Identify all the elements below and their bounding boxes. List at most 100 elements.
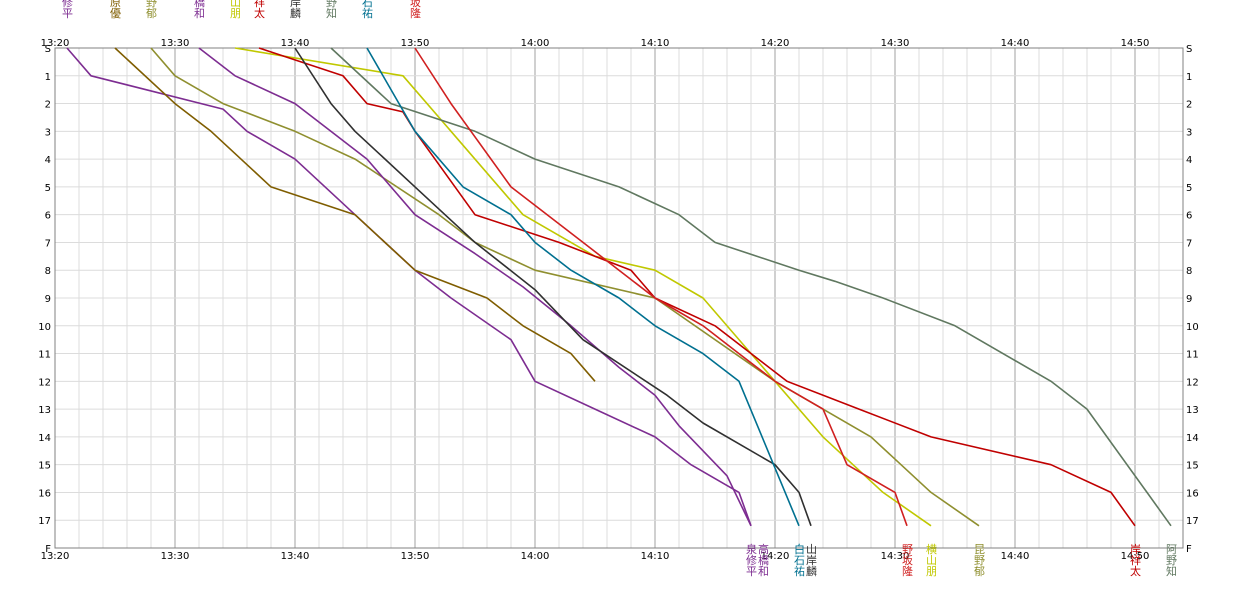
x-tick-label-bottom: 14:20: [761, 551, 790, 562]
y-tick-label-right: S: [1186, 44, 1192, 55]
series-name-label-bottom-4: 横山朋: [925, 542, 938, 576]
svg-text:岸祥太: 岸祥太: [1129, 543, 1142, 577]
y-tick-label-left: 12: [38, 377, 51, 388]
y-tick-label-right: 17: [1186, 516, 1199, 527]
x-tick-label-bottom: 14:40: [1001, 551, 1030, 562]
y-tick-label-right: 7: [1186, 238, 1192, 249]
y-tick-label-right: 14: [1186, 433, 1199, 444]
series-name-label-bottom-9: 野坂隆: [901, 543, 914, 576]
chart-grid: [54, 47, 1184, 549]
y-tick-label-left: 6: [45, 211, 51, 222]
x-tick-label-top: 13:20: [41, 38, 70, 49]
y-tick-label-left: S: [45, 44, 51, 55]
series-name-label-top-9: 野坂隆: [409, 0, 422, 19]
svg-text:昆野郁: 昆野郁: [973, 543, 986, 576]
svg-text:高橋和: 高橋和: [193, 0, 206, 19]
series-line-0: [66, 47, 752, 527]
svg-text:昆野郁: 昆野郁: [145, 0, 158, 19]
plot-frame: [54, 47, 1184, 549]
series-name-label-top-5: 岸祥太: [253, 0, 266, 19]
y-tick-label-right: 16: [1186, 488, 1199, 499]
y-tick-label-right: 1: [1186, 72, 1192, 83]
y-tick-label-left: 4: [45, 155, 51, 166]
x-tick-label-bottom: 14:30: [881, 551, 910, 562]
y-tick-label-right: 11: [1186, 350, 1199, 361]
y-tick-label-right: 3: [1186, 127, 1192, 138]
x-tick-label-top: 14:40: [1001, 38, 1030, 49]
x-tick-label-top: 13:40: [281, 38, 310, 49]
y-tick-label-right: 13: [1186, 405, 1199, 416]
series-name-label-top-7: 阿野知: [325, 0, 338, 19]
y-tick-label-right: 4: [1186, 155, 1192, 166]
svg-text:横山朋: 横山朋: [925, 542, 938, 576]
y-tick-label-right: 9: [1186, 294, 1192, 305]
x-tick-label-top: 14:50: [1121, 38, 1150, 49]
y-tick-label-left: 10: [38, 322, 51, 333]
y-tick-label-right: 2: [1186, 100, 1192, 111]
series-line-9: [414, 47, 908, 527]
series-name-label-top-8: 白石祐: [361, 0, 374, 19]
y-tick-label-right: F: [1186, 544, 1192, 555]
svg-text:白石祐: 白石祐: [361, 0, 374, 19]
y-tick-label-left: 11: [38, 350, 51, 361]
y-tick-label-right: 12: [1186, 377, 1199, 388]
y-tick-label-left: 5: [45, 183, 51, 194]
svg-text:高橋和: 高橋和: [757, 542, 770, 577]
series-name-label-top-0: 泉修平: [61, 0, 74, 19]
chart-axes: 13:20 13:20 13:30 13:30 13:40 13:40 13:50 13:50…: [38, 38, 1198, 562]
svg-text:阿野知: 阿野知: [325, 0, 338, 19]
series-name-label-bottom-3: 高橋和: [757, 542, 770, 577]
series-line-2: [150, 47, 980, 527]
y-tick-label-right: 15: [1186, 461, 1199, 472]
x-tick-label-top: 14:30: [881, 38, 910, 49]
y-tick-label-left: 14: [38, 433, 51, 444]
x-tick-label-bottom: 14:00: [521, 551, 550, 562]
x-tick-label-bottom: 14:50: [1121, 551, 1150, 562]
series-line-8: [366, 47, 800, 527]
y-tick-label-right: 8: [1186, 266, 1192, 277]
y-tick-label-right: 6: [1186, 211, 1192, 222]
series-name-label-top-1: 小原優: [109, 0, 122, 19]
x-tick-label-bottom: 14:10: [641, 551, 670, 562]
series-name-label-bottom-6: 山岸麟: [805, 543, 818, 577]
series-line-6: [294, 47, 812, 527]
series-name-label-top-3: 高橋和: [193, 0, 206, 19]
series-name-label-bottom-0: 泉修平: [745, 542, 758, 577]
series-name-label-top-6: 山岸麟: [289, 0, 302, 19]
y-tick-label-left: 16: [38, 488, 51, 499]
x-tick-label-bottom: 13:40: [281, 551, 310, 562]
y-tick-label-left: 15: [38, 461, 51, 472]
series-line-5: [258, 47, 1136, 527]
svg-text:小原優: 小原優: [109, 0, 122, 19]
chart-series-name-labels: 泉修平 小原優 昆野郁 高橋和 横山朋 岸祥太 山岸麟 阿野知 白石祐 野坂隆泉修平 高橋和 白石祐山…: [61, 0, 1178, 577]
x-tick-label-top: 14:00: [521, 38, 550, 49]
x-tick-label-top: 14:20: [761, 38, 790, 49]
svg-text:野坂隆: 野坂隆: [409, 0, 422, 19]
series-line-7: [330, 47, 1172, 527]
chart-series-lines: [66, 47, 1172, 527]
y-tick-label-left: 7: [45, 238, 51, 249]
y-tick-label-right: 10: [1186, 322, 1199, 333]
svg-text:泉修平: 泉修平: [745, 542, 758, 577]
series-name-label-bottom-5: 岸祥太: [1129, 543, 1142, 577]
x-tick-label-top: 14:10: [641, 38, 670, 49]
series-name-label-top-4: 横山朋: [229, 0, 242, 19]
series-line-3: [198, 47, 752, 527]
x-tick-label-bottom: 13:20: [41, 551, 70, 562]
series-line-1: [114, 47, 596, 382]
x-tick-label-top: 13:30: [161, 38, 190, 49]
x-tick-label-bottom: 13:50: [401, 551, 430, 562]
svg-text:野坂隆: 野坂隆: [901, 543, 914, 576]
series-name-label-bottom-8: 白石祐: [793, 542, 806, 576]
svg-text:泉修平: 泉修平: [61, 0, 74, 19]
x-tick-label-top: 13:50: [401, 38, 430, 49]
y-tick-label-left: 2: [45, 100, 51, 111]
y-tick-label-left: F: [45, 544, 51, 555]
svg-text:岸祥太: 岸祥太: [253, 0, 266, 19]
y-tick-label-left: 17: [38, 516, 51, 527]
y-tick-label-left: 3: [45, 127, 51, 138]
y-tick-label-left: 8: [45, 266, 51, 277]
y-tick-label-left: 9: [45, 294, 51, 305]
series-name-label-top-2: 昆野郁: [145, 0, 158, 19]
